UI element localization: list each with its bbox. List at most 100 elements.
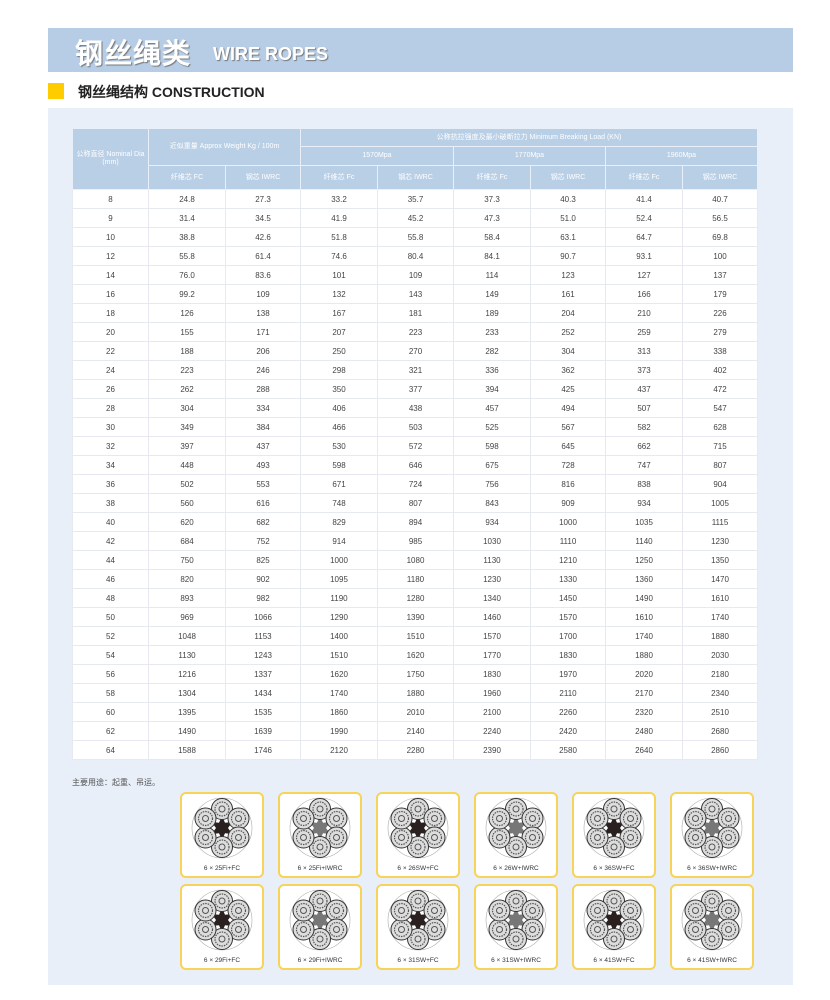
cell-value: 457: [453, 398, 531, 418]
cell-value: 246: [225, 360, 301, 380]
cell-value: 1746: [225, 740, 301, 760]
cell-value: 56.5: [682, 208, 758, 228]
table-row: 18 126 138 167 181 189 204 210 226: [72, 303, 758, 323]
cell-value: 1095: [300, 569, 378, 589]
cell-diameter: 40: [72, 512, 149, 532]
construction-table: 公称直径 Nominal Dia (mm) 近似重量 Approx Weight…: [72, 128, 758, 760]
cell-value: 1350: [682, 550, 758, 570]
table-row: 24 223 246 298 321 336 362 373 402: [72, 360, 758, 380]
cell-value: 1570: [530, 607, 606, 627]
cell-value: 1535: [225, 702, 301, 722]
rope-label: 6 × 26SW+FC: [397, 865, 439, 872]
cell-diameter: 42: [72, 531, 149, 551]
cell-value: 58.4: [453, 227, 531, 247]
rope-label: 6 × 25Fi+IWRC: [297, 865, 343, 872]
cell-value: 628: [682, 417, 758, 437]
cell-value: 525: [453, 417, 531, 437]
cell-value: 493: [225, 455, 301, 475]
cell-value: 1588: [148, 740, 226, 760]
cell-value: 123: [530, 265, 606, 285]
cell-value: 137: [682, 265, 758, 285]
section-marker-icon: [48, 83, 64, 99]
cell-value: 838: [605, 474, 683, 494]
cell-value: 1470: [682, 569, 758, 589]
cell-value: 402: [682, 360, 758, 380]
cell-value: 1460: [453, 607, 531, 627]
rope-label: 6 × 26W+IWRC: [493, 865, 539, 872]
cell-value: 2010: [377, 702, 454, 722]
cell-diameter: 34: [72, 455, 149, 475]
cell-value: 582: [605, 417, 683, 437]
cell-value: 155: [148, 322, 226, 342]
table-row: 62 1490 1639 1990 2140 2240 2420 2480 2680: [72, 721, 758, 741]
cell-value: 934: [605, 493, 683, 513]
cell-value: 336: [453, 360, 531, 380]
table-row: 28 304 334 406 438 457 494 507 547: [72, 398, 758, 418]
rope-cross-section-icon: [485, 797, 547, 859]
cell-value: 437: [605, 379, 683, 399]
cell-diameter: 20: [72, 322, 149, 342]
table-row: 38 560 616 748 807 843 909 934 1005: [72, 493, 758, 513]
header-dia: 公称直径 Nominal Dia (mm): [72, 128, 149, 190]
cell-value: 1620: [300, 664, 378, 684]
cell-diameter: 56: [72, 664, 149, 684]
table-row: 56 1216 1337 1620 1750 1830 1970 2020 2180: [72, 664, 758, 684]
cell-value: 349: [148, 417, 226, 437]
cell-value: 41.9: [300, 208, 378, 228]
cell-value: 2280: [377, 740, 454, 760]
cell-value: 204: [530, 303, 606, 323]
cell-diameter: 12: [72, 246, 149, 266]
header-grade: 1960Mpa: [605, 146, 758, 166]
cell-value: 752: [225, 531, 301, 551]
cell-diameter: 64: [72, 740, 149, 760]
cell-value: 2680: [682, 721, 758, 741]
cell-value: 1860: [300, 702, 378, 722]
header-core-type: 纤维芯 Fc: [300, 165, 378, 190]
table-row: 46 820 902 1095 1180 1230 1330 1360 1470: [72, 569, 758, 589]
cell-value: 1190: [300, 588, 378, 608]
cell-value: 61.4: [225, 246, 301, 266]
cell-value: 1066: [225, 607, 301, 627]
rope-label: 6 × 29Fi+FC: [203, 957, 241, 964]
cell-diameter: 14: [72, 265, 149, 285]
cell-value: 2100: [453, 702, 531, 722]
page-title-cn: 钢丝绳类: [75, 37, 192, 70]
cell-value: 1740: [300, 683, 378, 703]
cell-value: 982: [225, 588, 301, 608]
cell-value: 1395: [148, 702, 226, 722]
cell-value: 472: [682, 379, 758, 399]
cell-diameter: 10: [72, 227, 149, 247]
cell-value: 40.3: [530, 189, 606, 209]
rope-card: 6 × 26SW+FC: [376, 792, 460, 878]
rope-cross-section-icon: [289, 889, 351, 951]
rope-card: 6 × 25Fi+FC: [180, 792, 264, 878]
cell-value: 24.8: [148, 189, 226, 209]
cell-value: 80.4: [377, 246, 454, 266]
cell-value: 132: [300, 284, 378, 304]
cell-value: 1290: [300, 607, 378, 627]
cell-diameter: 9: [72, 208, 149, 228]
table-row: 12 55.8 61.4 74.6 80.4 84.1 90.7 93.1 100: [72, 246, 758, 266]
cell-diameter: 38: [72, 493, 149, 513]
cell-value: 1434: [225, 683, 301, 703]
cell-value: 179: [682, 284, 758, 304]
cell-value: 149: [453, 284, 531, 304]
cell-value: 1450: [530, 588, 606, 608]
cell-value: 1340: [453, 588, 531, 608]
cell-value: 181: [377, 303, 454, 323]
cell-value: 2170: [605, 683, 683, 703]
cell-value: 270: [377, 341, 454, 361]
cell-value: 466: [300, 417, 378, 437]
cell-value: 1330: [530, 569, 606, 589]
usage-note: 主要用途：起重、吊运。: [72, 778, 160, 787]
cell-value: 51.0: [530, 208, 606, 228]
cell-diameter: 24: [72, 360, 149, 380]
cell-value: 226: [682, 303, 758, 323]
cell-value: 1360: [605, 569, 683, 589]
cell-value: 1130: [148, 645, 226, 665]
cell-value: 42.6: [225, 227, 301, 247]
cell-value: 547: [682, 398, 758, 418]
cell-value: 1830: [530, 645, 606, 665]
cell-value: 507: [605, 398, 683, 418]
cell-diameter: 60: [72, 702, 149, 722]
